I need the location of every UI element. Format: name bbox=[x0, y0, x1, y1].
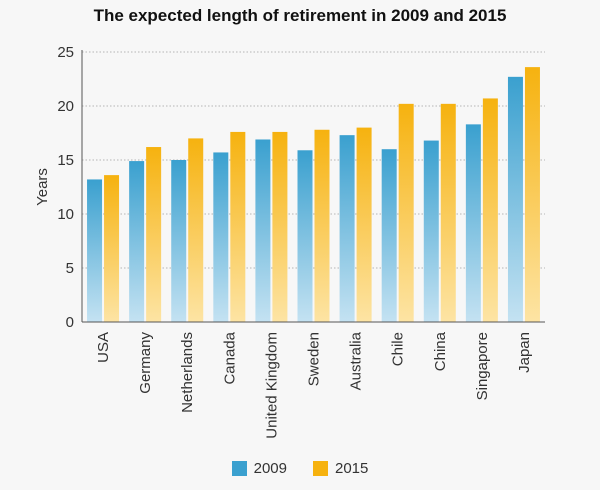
x-tick-label: Japan bbox=[516, 332, 533, 373]
bar-2009-germany bbox=[129, 161, 145, 322]
x-tick-label: Singapore bbox=[474, 332, 491, 400]
bar-2015-sweden bbox=[314, 129, 330, 322]
chart-title: The expected length of retirement in 200… bbox=[93, 6, 507, 25]
x-tick-label: Germany bbox=[137, 332, 154, 394]
x-tick-label: Chile bbox=[390, 332, 407, 366]
bar-2009-japan bbox=[507, 76, 523, 322]
bar-2015-usa bbox=[104, 175, 120, 322]
bar-2015-germany bbox=[146, 147, 162, 322]
x-tick-label: Canada bbox=[221, 331, 238, 384]
bar-2015-netherlands bbox=[188, 138, 204, 322]
bar-2009-sweden bbox=[297, 150, 313, 322]
x-tick-label: China bbox=[432, 331, 449, 371]
legend-label: 2009 bbox=[253, 460, 287, 477]
bar-2009-united-kingdom bbox=[255, 139, 271, 322]
bar-2015-singapore bbox=[482, 98, 498, 322]
bar-2009-china bbox=[423, 140, 439, 322]
legend-swatch bbox=[313, 461, 328, 476]
bar-2015-chile bbox=[398, 103, 414, 322]
bar-2015-canada bbox=[230, 131, 246, 322]
bar-2009-netherlands bbox=[171, 160, 187, 322]
y-tick-label: 10 bbox=[57, 206, 74, 223]
legend-swatch bbox=[231, 461, 247, 476]
bar-2009-singapore bbox=[465, 124, 481, 322]
x-tick-label: United Kingdom bbox=[263, 332, 280, 439]
x-tick-label: Sweden bbox=[306, 332, 323, 386]
bar-2009-chile bbox=[381, 149, 397, 322]
x-tick-label: USA bbox=[95, 332, 112, 363]
y-tick-label: 15 bbox=[57, 152, 74, 169]
y-axis-label: Years bbox=[34, 168, 51, 206]
legend-item: 2009 bbox=[231, 460, 287, 477]
bar-2015-united-kingdom bbox=[272, 131, 288, 322]
bar-2009-canada bbox=[213, 152, 229, 322]
legend: 2009 2015 bbox=[0, 460, 600, 477]
y-tick-label: 20 bbox=[57, 98, 74, 115]
bar-2015-australia bbox=[356, 127, 372, 322]
legend-item: 2015 bbox=[313, 460, 368, 477]
x-tick-label: Australia bbox=[348, 331, 365, 390]
y-tick-label: 25 bbox=[57, 44, 74, 61]
y-tick-label: 0 bbox=[66, 314, 74, 331]
legend-label: 2015 bbox=[335, 460, 369, 477]
bar-2015-china bbox=[440, 103, 456, 322]
bar-2015-japan bbox=[524, 67, 540, 323]
bar-2009-australia bbox=[339, 135, 355, 322]
y-tick-label: 5 bbox=[66, 260, 74, 277]
bar-2009-usa bbox=[87, 179, 103, 322]
x-tick-label: Netherlands bbox=[179, 332, 196, 413]
